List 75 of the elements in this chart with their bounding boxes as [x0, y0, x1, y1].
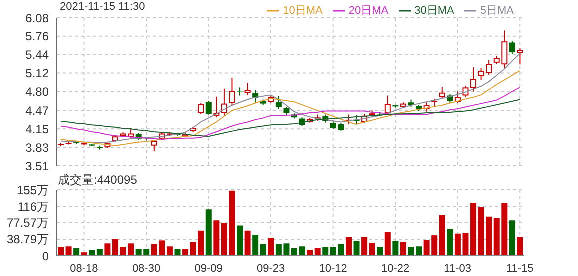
- legend-label: 10日MA: [283, 5, 323, 17]
- bar: [174, 249, 181, 256]
- x-tick-label: 08-30: [132, 262, 161, 275]
- legend-label: 5日MA: [480, 5, 514, 17]
- legend-label: 30日MA: [414, 5, 454, 17]
- bar: [314, 248, 321, 256]
- text: 成交量:440095: [58, 172, 138, 189]
- candlestick: [276, 96, 282, 110]
- candlestick: [206, 100, 212, 116]
- x-tick-label: 09-09: [194, 262, 223, 275]
- y-tick-label: 4.47: [26, 104, 50, 118]
- legend-label: 20日MA: [348, 5, 389, 17]
- bar: [346, 237, 352, 256]
- bar: [447, 229, 454, 256]
- y-tick-label: 38.79万: [6, 232, 49, 247]
- candlestick: [470, 67, 477, 92]
- chart-title: 2021-11-15 11:30: [60, 1, 146, 13]
- bar: [58, 247, 64, 256]
- bar: [509, 220, 516, 256]
- bar: [104, 244, 111, 256]
- x-tick-label: 09-23: [256, 262, 286, 275]
- bar: [252, 235, 259, 256]
- bar: [74, 248, 80, 256]
- bar: [214, 220, 220, 256]
- bar: [89, 250, 96, 256]
- y-tick-label: 6.08: [26, 11, 50, 26]
- bar: [206, 210, 212, 256]
- bar: [66, 246, 72, 256]
- y-tick-label: 5.76: [26, 30, 50, 44]
- line-series: [60, 99, 521, 138]
- bar: [392, 241, 399, 256]
- y-tick-label: 116万: [18, 200, 49, 214]
- y-tick-label: 4.15: [26, 122, 50, 136]
- bar: [299, 246, 306, 256]
- x-tick-label: 08-18: [70, 262, 98, 275]
- y-tick-label: 155万: [16, 183, 49, 198]
- y-tick-label: 3.51: [26, 159, 50, 174]
- bar: [268, 238, 274, 256]
- bar: [377, 247, 384, 256]
- bar: [182, 249, 189, 256]
- candlestick: [517, 48, 524, 66]
- candlestick: [244, 82, 251, 96]
- y-tick-label: 77.57万: [6, 216, 49, 230]
- bar: [322, 247, 329, 256]
- line-series: [60, 70, 521, 146]
- x-tick-label: 11-03: [444, 262, 472, 275]
- bar: [244, 230, 251, 256]
- bar: [439, 216, 446, 256]
- candlestick: [229, 77, 236, 107]
- candlestick: [509, 40, 516, 55]
- x-tick-label: 11-15: [506, 262, 534, 275]
- y-tick-label: 5.44: [26, 48, 50, 62]
- y-tick-label: 0: [42, 249, 50, 264]
- x-tick-label: 10-22: [382, 262, 410, 275]
- bar: [362, 237, 368, 256]
- bar: [292, 248, 298, 256]
- bar: [260, 244, 266, 256]
- bar: [369, 243, 376, 256]
- bar: [517, 237, 524, 256]
- bar: [470, 203, 477, 256]
- bar: [400, 242, 406, 256]
- bar: [384, 232, 391, 256]
- bar: [307, 250, 314, 256]
- bar: [354, 241, 360, 256]
- bar: [96, 249, 103, 256]
- y-tick-label: 5.12: [26, 66, 50, 81]
- line-series: [60, 87, 521, 140]
- x-tick-label: 10-12: [319, 262, 348, 275]
- y-tick-label: 3.83: [26, 140, 50, 155]
- bar: [112, 239, 118, 256]
- bar: [237, 226, 244, 256]
- candlestick: [439, 86, 446, 100]
- y-tick-label: 4.80: [26, 84, 50, 99]
- candlestick: [198, 102, 204, 115]
- bar: [166, 246, 173, 256]
